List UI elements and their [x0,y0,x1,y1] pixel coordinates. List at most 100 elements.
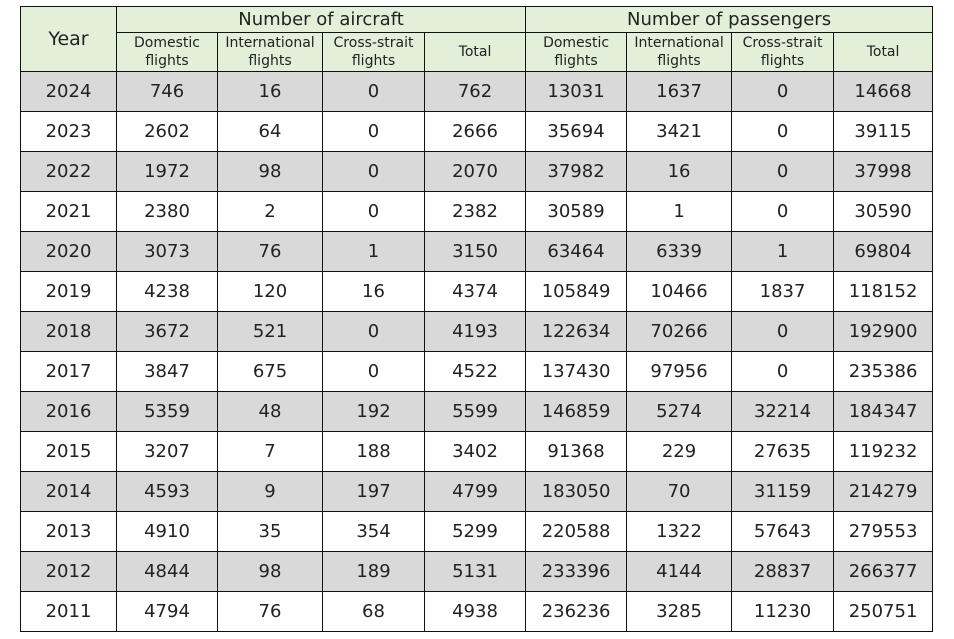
passengers-total-cell: 192900 [833,311,934,352]
aircraft-international-cell: 48 [217,391,323,432]
aircraft-cross-strait-cell: 354 [322,511,425,552]
aircraft-domestic-cell: 2602 [116,111,218,152]
passengers-cross-strait-cell: 0 [731,71,835,112]
aircraft-total-cell: 2666 [423,111,527,152]
header-row-subcolumns: Domestic flights International flights Cross… [21,32,934,72]
passengers-domestic-cell: 146859 [525,391,628,432]
passengers-group-header: Number of passengers [525,6,934,33]
year-cell: 2012 [20,551,117,592]
subheader-line-1: Cross-strait [333,35,414,51]
aircraft-cross-strait-cell: 188 [322,431,425,472]
passengers-domestic-header: Domestic flights [525,32,628,72]
passengers-domestic-cell: 236236 [525,591,628,632]
passengers-total-cell: 118152 [833,271,934,312]
table-row: 2019 4238 120 16 4374 105849 10466 1837 118152 [20,271,934,312]
year-cell: 2013 [20,511,117,552]
year-cell: 2016 [20,391,117,432]
passengers-domestic-cell: 35694 [525,111,628,152]
passengers-total-cell: 250751 [833,591,934,632]
passengers-international-cell: 70266 [626,311,733,352]
table-row: 2017 3847 675 0 4522 137430 97956 0 235386 [20,351,934,392]
aircraft-total-cell: 4374 [423,271,527,312]
aircraft-total-cell: 4938 [423,591,527,632]
passengers-cross-strait-cell: 0 [731,311,835,352]
passengers-domestic-cell: 13031 [525,71,628,112]
aircraft-cross-strait-cell: 189 [322,551,425,592]
passengers-international-cell: 1637 [626,71,733,112]
passengers-total-cell: 235386 [833,351,934,392]
aircraft-international-cell: 7 [217,431,323,472]
subheader-line-1: Domestic [134,35,200,51]
aircraft-total-cell: 4193 [423,311,527,352]
table-row: 2020 3073 76 1 3150 63464 6339 1 69804 [20,231,934,272]
table-row: 2014 4593 9 197 4799 183050 70 31159 214279 [20,471,934,512]
table-row: 2011 4794 76 68 4938 236236 3285 11230 250751 [20,591,934,632]
passengers-domestic-cell: 137430 [525,351,628,392]
year-cell: 2017 [20,351,117,392]
flight-statistics-table: Year Number of aircraft Number of passen… [20,6,934,632]
aircraft-cross-strait-cell: 16 [322,271,425,312]
aircraft-total-cell: 4522 [423,351,527,392]
aircraft-domestic-cell: 4238 [116,271,218,312]
passengers-total-cell: 39115 [833,111,934,152]
passengers-cross-strait-cell: 0 [731,151,835,192]
table-row: 2016 5359 48 192 5599 146859 5274 32214 184347 [20,391,934,432]
year-cell: 2022 [20,151,117,192]
aircraft-total-header: Total [423,32,527,72]
aircraft-domestic-cell: 3672 [116,311,218,352]
aircraft-international-cell: 9 [217,471,323,512]
passengers-total-cell: 30590 [833,191,934,232]
passengers-domestic-cell: 122634 [525,311,628,352]
passengers-cross-strait-header: Cross-strait flights [731,32,835,72]
passengers-international-cell: 5274 [626,391,733,432]
table-row: 2013 4910 35 354 5299 220588 1322 57643 279553 [20,511,934,552]
table-row: 2023 2602 64 0 2666 35694 3421 0 39115 [20,111,934,152]
table-body: 2024 746 16 0 762 13031 1637 0 14668 2023 2602 64 0 2… [20,71,934,632]
aircraft-cross-strait-cell: 0 [322,111,425,152]
year-cell: 2023 [20,111,117,152]
passengers-total-cell: 266377 [833,551,934,592]
aircraft-domestic-cell: 746 [116,71,218,112]
subheader-line-1: Total [866,44,900,60]
table-header: Year Number of aircraft Number of passen… [20,6,934,72]
subheader-line-1: Domestic [543,35,610,51]
table-row: 2018 3672 521 0 4193 122634 70266 0 192900 [20,311,934,352]
aircraft-international-cell: 16 [217,71,323,112]
aircraft-total-cell: 3402 [423,431,527,472]
aircraft-cross-strait-cell: 1 [322,231,425,272]
passengers-total-cell: 184347 [833,391,934,432]
passengers-international-cell: 1322 [626,511,733,552]
passengers-cross-strait-cell: 11230 [731,591,835,632]
passengers-cross-strait-cell: 57643 [731,511,835,552]
table-row: 2012 4844 98 189 5131 233396 4144 28837 266377 [20,551,934,592]
passengers-international-cell: 229 [626,431,733,472]
passengers-cross-strait-cell: 0 [731,191,835,232]
passengers-domestic-cell: 91368 [525,431,628,472]
aircraft-international-cell: 98 [217,551,323,592]
passengers-cross-strait-cell: 0 [731,111,835,152]
year-cell: 2021 [20,191,117,232]
aircraft-international-cell: 2 [217,191,323,232]
aircraft-cross-strait-cell: 0 [322,311,425,352]
aircraft-cross-strait-cell: 0 [322,191,425,232]
passengers-domestic-cell: 30589 [525,191,628,232]
aircraft-cross-strait-cell: 0 [322,151,425,192]
aircraft-international-cell: 64 [217,111,323,152]
aircraft-cross-strait-cell: 192 [322,391,425,432]
passengers-domestic-cell: 183050 [525,471,628,512]
aircraft-international-header: International flights [217,32,323,72]
aircraft-domestic-cell: 1972 [116,151,218,192]
aircraft-cross-strait-cell: 68 [322,591,425,632]
passengers-international-cell: 3421 [626,111,733,152]
passengers-cross-strait-cell: 1837 [731,271,835,312]
passengers-domestic-cell: 63464 [525,231,628,272]
subheader-line-1: International [634,35,724,51]
aircraft-international-cell: 675 [217,351,323,392]
passengers-domestic-cell: 220588 [525,511,628,552]
passengers-international-cell: 4144 [626,551,733,592]
passengers-cross-strait-cell: 1 [731,231,835,272]
passengers-cross-strait-cell: 0 [731,351,835,392]
aircraft-domestic-cell: 2380 [116,191,218,232]
year-cell: 2011 [20,591,117,632]
subheader-line-2: flights [554,53,598,69]
